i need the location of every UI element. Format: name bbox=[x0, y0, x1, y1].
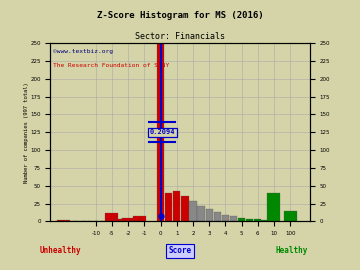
Bar bbox=[270, 220, 275, 221]
Text: The Research Foundation of SUNY: The Research Foundation of SUNY bbox=[53, 63, 169, 68]
Bar bbox=[122, 218, 135, 221]
Bar bbox=[115, 218, 122, 221]
Bar bbox=[206, 209, 213, 221]
Bar bbox=[120, 219, 127, 221]
Bar bbox=[133, 216, 146, 221]
Text: Z-Score Histogram for MS (2016): Z-Score Histogram for MS (2016) bbox=[97, 11, 263, 20]
Bar bbox=[157, 43, 164, 221]
Bar bbox=[105, 213, 118, 221]
Text: ©www.textbiz.org: ©www.textbiz.org bbox=[53, 49, 113, 53]
Bar bbox=[197, 206, 205, 221]
Bar bbox=[173, 191, 180, 221]
Text: Sector: Financials: Sector: Financials bbox=[135, 32, 225, 41]
Bar bbox=[246, 218, 253, 221]
Bar bbox=[222, 215, 229, 221]
Bar bbox=[284, 211, 297, 221]
Y-axis label: Number of companies (997 total): Number of companies (997 total) bbox=[24, 82, 29, 183]
Bar bbox=[213, 212, 221, 221]
Text: Score: Score bbox=[168, 246, 192, 255]
Text: Unhealthy: Unhealthy bbox=[40, 246, 82, 255]
Bar bbox=[238, 218, 245, 221]
Bar bbox=[267, 193, 280, 221]
Bar bbox=[181, 197, 189, 221]
Bar bbox=[57, 220, 70, 221]
Bar bbox=[230, 217, 237, 221]
Bar bbox=[260, 220, 265, 221]
Text: Healthy: Healthy bbox=[275, 246, 308, 255]
Text: 0.2094: 0.2094 bbox=[150, 129, 176, 135]
Bar bbox=[265, 220, 270, 221]
Bar bbox=[189, 201, 197, 221]
Bar bbox=[165, 193, 172, 221]
Bar bbox=[254, 219, 261, 221]
